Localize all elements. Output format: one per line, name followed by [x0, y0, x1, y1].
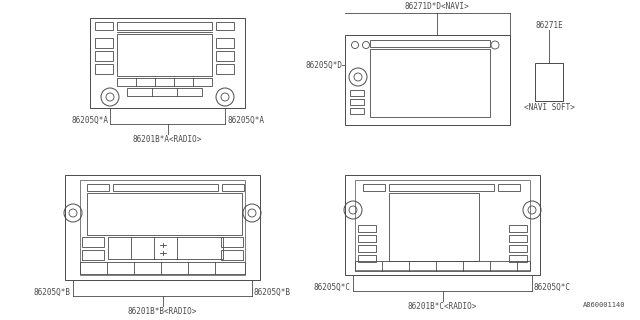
Bar — [358, 235, 376, 242]
Bar — [108, 237, 223, 259]
Bar — [355, 261, 530, 271]
Bar — [95, 22, 113, 30]
Bar — [117, 34, 212, 76]
Bar — [389, 184, 494, 191]
Bar — [216, 38, 234, 48]
Bar — [350, 108, 364, 114]
Bar — [216, 22, 234, 30]
Bar — [216, 64, 234, 74]
Text: 86271E: 86271E — [535, 21, 563, 30]
Bar — [127, 88, 202, 96]
Text: 86201B*A<RADIO>: 86201B*A<RADIO> — [133, 135, 202, 144]
Text: 86201B*C<RADIO>: 86201B*C<RADIO> — [408, 302, 477, 311]
Text: 86205Q*A: 86205Q*A — [71, 116, 108, 125]
Text: <NAVI SOFT>: <NAVI SOFT> — [524, 103, 575, 112]
Bar — [389, 193, 479, 261]
Bar — [117, 78, 212, 86]
Bar — [82, 250, 104, 260]
Bar — [509, 235, 527, 242]
Bar — [221, 250, 243, 260]
Bar — [370, 49, 490, 117]
Bar — [358, 225, 376, 232]
Text: 86205Q*B: 86205Q*B — [34, 288, 71, 297]
Bar — [216, 51, 234, 61]
Text: 86205Q*C: 86205Q*C — [534, 283, 571, 292]
Bar — [498, 184, 520, 191]
Bar — [358, 255, 376, 262]
Bar — [355, 180, 530, 270]
Bar — [363, 184, 385, 191]
Bar — [87, 193, 242, 235]
Bar — [350, 99, 364, 105]
Bar — [80, 180, 245, 275]
Text: A860001140: A860001140 — [582, 302, 625, 308]
Text: 86205Q*D: 86205Q*D — [305, 60, 342, 69]
Bar — [509, 245, 527, 252]
Text: 86201B*B<RADIO>: 86201B*B<RADIO> — [128, 307, 197, 316]
Text: 86205Q*C: 86205Q*C — [314, 283, 351, 292]
Bar — [87, 184, 109, 191]
Bar — [117, 22, 212, 30]
Bar — [113, 184, 218, 191]
Bar — [345, 175, 540, 275]
Bar — [90, 18, 245, 108]
Bar — [82, 237, 104, 247]
Bar — [95, 51, 113, 61]
Bar — [350, 90, 364, 96]
Bar — [95, 38, 113, 48]
Bar — [222, 184, 244, 191]
Bar — [65, 175, 260, 280]
Bar — [509, 255, 527, 262]
Bar — [345, 35, 510, 125]
Bar — [221, 237, 243, 247]
Bar — [358, 245, 376, 252]
Text: 86205Q*A: 86205Q*A — [227, 116, 264, 125]
Bar — [80, 262, 245, 274]
Bar — [535, 63, 563, 101]
Text: 86271D*D<NAVI>: 86271D*D<NAVI> — [404, 2, 469, 11]
Bar — [370, 40, 490, 47]
Bar — [509, 225, 527, 232]
Bar — [95, 64, 113, 74]
Text: 86205Q*B: 86205Q*B — [254, 288, 291, 297]
